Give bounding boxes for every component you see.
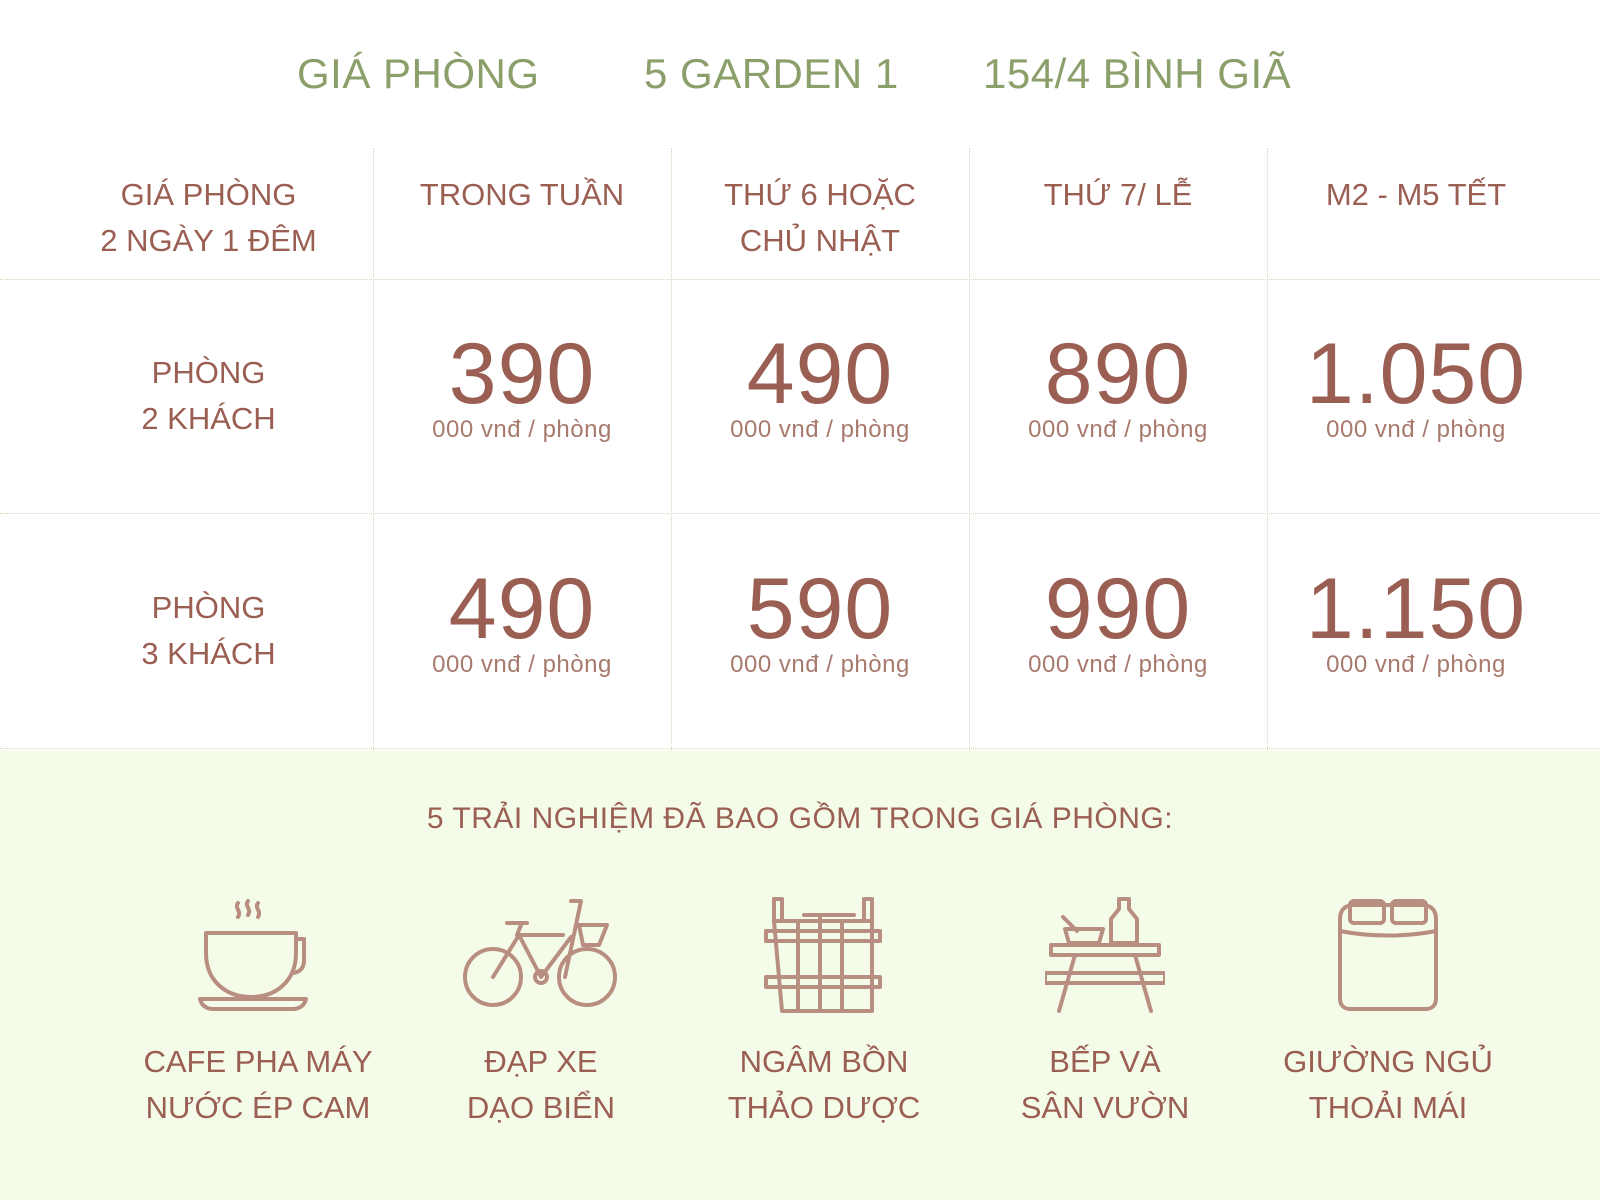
column-header: THỨ 7/ LỄ: [969, 148, 1267, 279]
column-header-line: M2 - M5 TẾT: [1325, 177, 1507, 212]
price-unit: 000 vnđ / phòng: [730, 650, 910, 678]
corner-line: GIÁ PHÒNG: [120, 177, 297, 212]
price-cell: 490 000 vnđ / phòng: [671, 279, 969, 513]
experience-item: CAFE PHA MÁY NƯỚC ÉP CAM: [108, 895, 408, 1131]
price-value: 890: [1044, 326, 1192, 422]
price-cell: 990 000 vnđ / phòng: [969, 513, 1267, 748]
price-value: 1.150: [1305, 560, 1527, 657]
price-value: 490: [746, 326, 894, 422]
price-value: 990: [1044, 560, 1192, 657]
experience-item: NGÂM BỒN THẢO DƯỢC: [674, 895, 974, 1131]
experience-label: GIƯỜNG NGỦ: [1283, 1044, 1493, 1079]
experience-label: DẠO BIỂN: [466, 1090, 616, 1125]
page-title: GIÁ PHÒNG: [297, 50, 540, 97]
row-label-line: 3 KHÁCH: [141, 635, 276, 671]
row-label: PHÒNG 3 KHÁCH: [0, 513, 417, 748]
bed-icon: [1338, 899, 1438, 1011]
corner-header: GIÁ PHÒNG 2 NGÀY 1 ĐÊM: [0, 148, 417, 279]
property-address: 154/4 BÌNH GIÃ: [983, 50, 1292, 97]
row-label-line: PHÒNG: [151, 589, 266, 625]
experience-label: NGÂM BỒN: [739, 1044, 909, 1079]
price-value: 490: [448, 560, 596, 657]
price-unit: 000 vnđ / phòng: [1326, 416, 1506, 443]
price-cell: 1.150 000 vnđ / phòng: [1267, 513, 1565, 748]
price-value: 390: [448, 326, 596, 422]
coffee-cup-icon: [198, 899, 308, 1011]
experience-item: ĐẠP XE DẠO BIỂN: [391, 895, 691, 1131]
experience-label: THẢO DƯỢC: [727, 1090, 921, 1125]
column-header-line: CHỦ NHẬT: [739, 223, 901, 258]
column-header: M2 - M5 TẾT: [1267, 148, 1565, 279]
price-cell: 490 000 vnđ / phòng: [373, 513, 671, 748]
corner-line: 2 NGÀY 1 ĐÊM: [100, 223, 317, 258]
price-unit: 000 vnđ / phòng: [432, 650, 612, 678]
price-cell: 590 000 vnđ / phòng: [671, 513, 969, 748]
wooden-tub-icon: [764, 897, 882, 1013]
experience-label: CAFE PHA MÁY: [143, 1044, 373, 1079]
row-label-line: PHÒNG: [151, 355, 266, 390]
price-cell: 1.050 000 vnđ / phòng: [1267, 279, 1565, 513]
price-unit: 000 vnđ / phòng: [1028, 650, 1208, 678]
column-header-line: TRONG TUẦN: [419, 177, 625, 212]
column-header-line: THỨ 6 HOẶC: [724, 177, 916, 212]
row-label-line: 2 KHÁCH: [141, 401, 276, 436]
experience-item: BẾP VÀ SÂN VƯỜN: [955, 895, 1255, 1131]
bicycle-icon: [463, 899, 617, 1007]
column-header-line: THỨ 7/ LỄ: [1043, 177, 1193, 212]
experiences-title: 5 TRẢI NGHIỆM ĐÃ BAO GỒM TRONG GIÁ PHÒNG…: [426, 802, 1174, 835]
column-header: THỨ 6 HOẶC CHỦ NHẬT: [671, 148, 969, 279]
price-unit: 000 vnđ / phòng: [730, 416, 910, 443]
price-value: 590: [746, 560, 894, 657]
row-label: PHÒNG 2 KHÁCH: [0, 279, 417, 513]
experience-label: BẾP VÀ: [1049, 1044, 1161, 1079]
price-table: GIÁ PHÒNG 2 NGÀY 1 ĐÊM TRONG TUẦN THỨ 6 …: [0, 148, 1600, 750]
price-value: 1.050: [1305, 326, 1527, 422]
price-cell: 890 000 vnđ / phòng: [969, 279, 1267, 513]
experience-label: ĐẠP XE: [484, 1044, 598, 1079]
experience-label: SÂN VƯỜN: [1020, 1090, 1190, 1125]
price-unit: 000 vnđ / phòng: [1326, 650, 1506, 678]
property-name: 5 GARDEN 1: [644, 50, 899, 97]
price-unit: 000 vnđ / phòng: [1028, 416, 1208, 443]
experience-item: GIƯỜNG NGỦ THOẢI MÁI: [1238, 895, 1538, 1131]
column-header: TRONG TUẦN: [373, 148, 671, 279]
price-cell: 390 000 vnđ / phòng: [373, 279, 671, 513]
experience-label: THOẢI MÁI: [1308, 1090, 1468, 1125]
picnic-table-icon: [1045, 897, 1165, 1013]
experiences-section: 5 TRẢI NGHIỆM ĐÃ BAO GỒM TRONG GIÁ PHÒNG…: [0, 750, 1600, 1200]
experience-label: NƯỚC ÉP CAM: [145, 1090, 371, 1125]
price-unit: 000 vnđ / phòng: [432, 416, 612, 443]
